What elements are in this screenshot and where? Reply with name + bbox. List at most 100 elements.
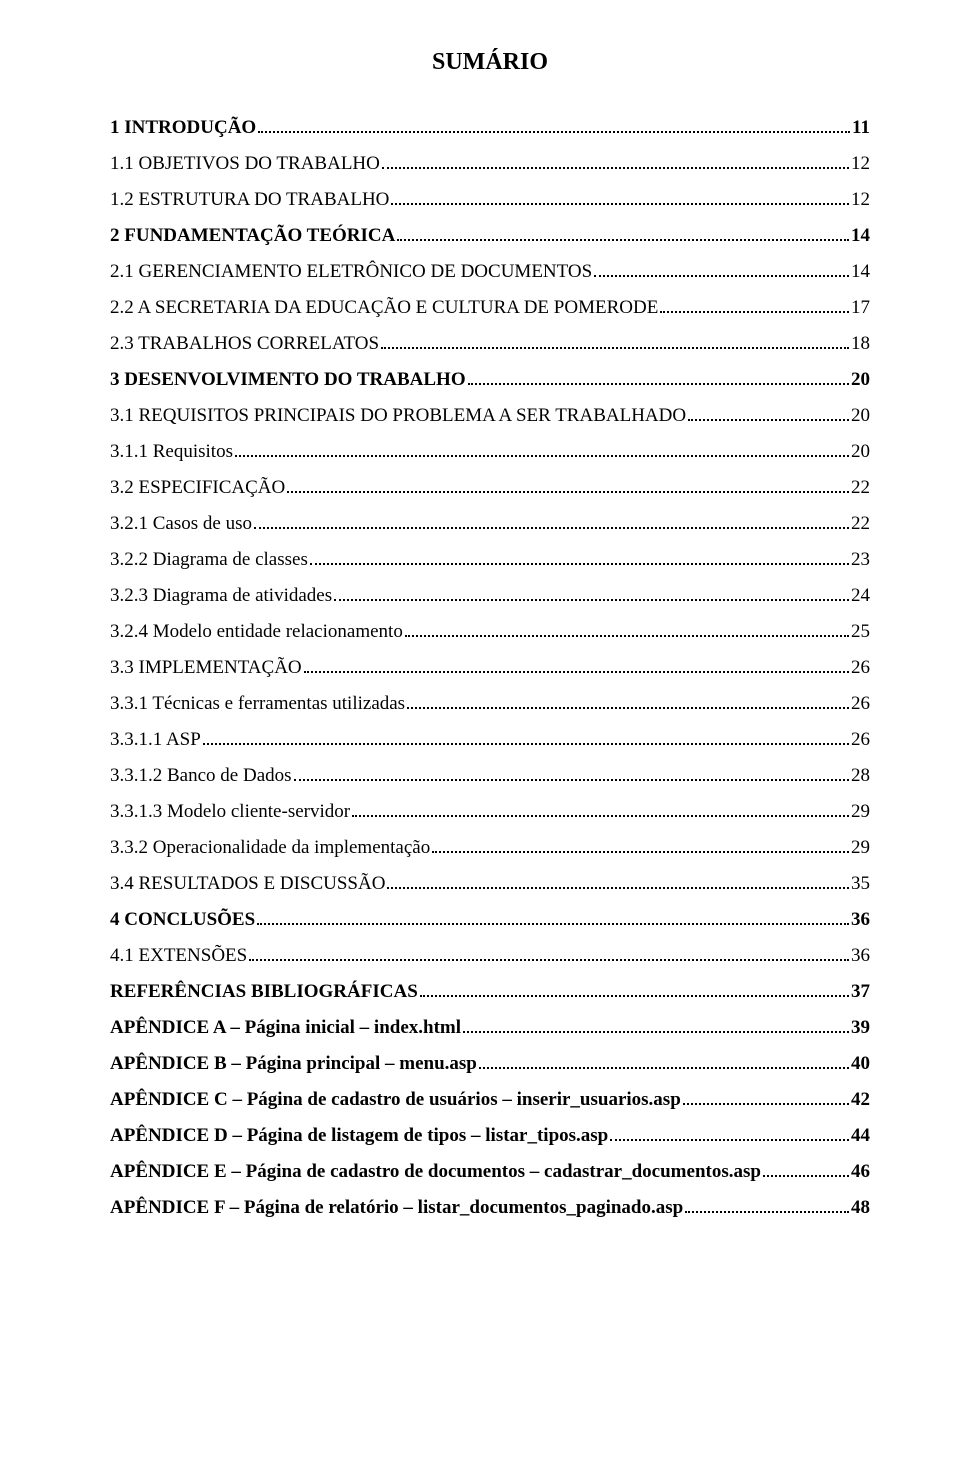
toc-entry-page: 14 xyxy=(851,226,870,245)
toc-entry-page: 20 xyxy=(851,442,870,461)
toc-row: 3 DESENVOLVIMENTO DO TRABALHO 20 xyxy=(110,370,870,389)
toc-entry-label: 3.1.1 Requisitos xyxy=(110,442,233,461)
toc-entry-page: 11 xyxy=(852,118,870,137)
toc-entry-page: 42 xyxy=(851,1090,870,1109)
toc-row: APÊNDICE D – Página de listagem de tipos… xyxy=(110,1126,870,1145)
toc-entry-page: 26 xyxy=(851,694,870,713)
toc-entry-page: 44 xyxy=(851,1126,870,1145)
toc-leader-dots xyxy=(683,1096,849,1106)
toc-entry-label: REFERÊNCIAS BIBLIOGRÁFICAS xyxy=(110,982,418,1001)
toc-row: 1.1 OBJETIVOS DO TRABALHO 12 xyxy=(110,154,870,173)
toc-row: 4.1 EXTENSÕES 36 xyxy=(110,946,870,965)
toc-row: APÊNDICE E – Página de cadastro de docum… xyxy=(110,1162,870,1181)
toc-row: 3.2.3 Diagrama de atividades24 xyxy=(110,586,870,605)
table-of-contents: 1 INTRODUÇÃO111.1 OBJETIVOS DO TRABALHO1… xyxy=(110,118,870,1217)
toc-row: 3.2.4 Modelo entidade relacionamento 25 xyxy=(110,622,870,641)
toc-row: REFERÊNCIAS BIBLIOGRÁFICAS 37 xyxy=(110,982,870,1001)
toc-entry-label: 1.1 OBJETIVOS DO TRABALHO xyxy=(110,154,380,173)
toc-entry-label: 3.2 ESPECIFICAÇÃO xyxy=(110,478,285,497)
toc-leader-dots xyxy=(660,304,849,314)
toc-entry-page: 18 xyxy=(851,334,870,353)
toc-leader-dots xyxy=(258,124,850,134)
toc-entry-page: 40 xyxy=(851,1054,870,1073)
toc-entry-page: 26 xyxy=(851,658,870,677)
toc-entry-label: 3.3.1 Técnicas e ferramentas utilizadas xyxy=(110,694,405,713)
toc-row: APÊNDICE A – Página inicial – index.html… xyxy=(110,1018,870,1037)
toc-leader-dots xyxy=(249,952,849,962)
toc-leader-dots xyxy=(420,988,849,998)
toc-entry-label: 1.2 ESTRUTURA DO TRABALHO xyxy=(110,190,389,209)
toc-entry-page: 20 xyxy=(851,370,870,389)
toc-entry-label: 2.3 TRABALHOS CORRELATOS xyxy=(110,334,379,353)
toc-entry-label: 2 FUNDAMENTAÇÃO TEÓRICA xyxy=(110,226,395,245)
toc-entry-label: 3.2.4 Modelo entidade relacionamento xyxy=(110,622,403,641)
toc-leader-dots xyxy=(594,268,849,278)
toc-row: APÊNDICE F – Página de relatório – lista… xyxy=(110,1198,870,1217)
toc-row: 2.3 TRABALHOS CORRELATOS 18 xyxy=(110,334,870,353)
toc-entry-page: 39 xyxy=(851,1018,870,1037)
toc-leader-dots xyxy=(407,700,849,710)
toc-entry-page: 28 xyxy=(851,766,870,785)
toc-leader-dots xyxy=(468,376,849,386)
toc-leader-dots xyxy=(287,484,849,494)
toc-row: 2 FUNDAMENTAÇÃO TEÓRICA 14 xyxy=(110,226,870,245)
toc-leader-dots xyxy=(479,1060,849,1070)
toc-entry-label: 3 DESENVOLVIMENTO DO TRABALHO xyxy=(110,370,466,389)
toc-entry-label: 3.1 REQUISITOS PRINCIPAIS DO PROBLEMA A … xyxy=(110,406,686,425)
toc-leader-dots xyxy=(381,340,849,350)
toc-entry-page: 26 xyxy=(851,730,870,749)
toc-entry-label: APÊNDICE B – Página principal – menu.asp xyxy=(110,1054,477,1073)
toc-entry-page: 48 xyxy=(851,1198,870,1217)
toc-entry-page: 12 xyxy=(851,190,870,209)
toc-entry-label: 3.3.1.2 Banco de Dados xyxy=(110,766,292,785)
toc-leader-dots xyxy=(397,232,849,242)
toc-row: 1.2 ESTRUTURA DO TRABALHO 12 xyxy=(110,190,870,209)
toc-leader-dots xyxy=(352,808,849,818)
toc-entry-page: 22 xyxy=(851,514,870,533)
toc-entry-label: 3.3.1.3 Modelo cliente-servidor xyxy=(110,802,350,821)
toc-leader-dots xyxy=(610,1132,849,1142)
toc-entry-page: 35 xyxy=(851,874,870,893)
toc-entry-label: 4.1 EXTENSÕES xyxy=(110,946,247,965)
toc-row: 3.3.1 Técnicas e ferramentas utilizadas 2… xyxy=(110,694,870,713)
toc-entry-page: 17 xyxy=(851,298,870,317)
toc-entry-page: 36 xyxy=(851,910,870,929)
toc-row: 3.1.1 Requisitos 20 xyxy=(110,442,870,461)
toc-entry-label: 3.2.3 Diagrama de atividades xyxy=(110,586,332,605)
toc-row: 4 CONCLUSÕES 36 xyxy=(110,910,870,929)
toc-row: APÊNDICE C – Página de cadastro de usuár… xyxy=(110,1090,870,1109)
toc-entry-label: APÊNDICE A – Página inicial – index.html xyxy=(110,1018,461,1037)
toc-entry-label: 3.3.1.1 ASP xyxy=(110,730,201,749)
toc-entry-label: 2.2 A SECRETARIA DA EDUCAÇÃO E CULTURA D… xyxy=(110,298,658,317)
toc-row: 3.3.2 Operacionalidade da implementação2… xyxy=(110,838,870,857)
toc-leader-dots xyxy=(334,592,849,602)
toc-entry-label: 1 INTRODUÇÃO xyxy=(110,118,256,137)
toc-leader-dots xyxy=(463,1024,849,1034)
toc-row: 3.3.1.2 Banco de Dados 28 xyxy=(110,766,870,785)
toc-row: 3.3.1.1 ASP 26 xyxy=(110,730,870,749)
toc-entry-page: 25 xyxy=(851,622,870,641)
page-title: SUMÁRIO xyxy=(110,50,870,74)
toc-leader-dots xyxy=(763,1168,849,1178)
toc-entry-label: 3.2.2 Diagrama de classes xyxy=(110,550,308,569)
toc-row: 2.1 GERENCIAMENTO ELETRÔNICO DE DOCUMENT… xyxy=(110,262,870,281)
toc-leader-dots xyxy=(235,448,849,458)
toc-entry-page: 20 xyxy=(851,406,870,425)
toc-row: 3.2.2 Diagrama de classes 23 xyxy=(110,550,870,569)
toc-leader-dots xyxy=(304,664,849,674)
toc-leader-dots xyxy=(685,1204,849,1214)
toc-entry-label: APÊNDICE F – Página de relatório – lista… xyxy=(110,1198,683,1217)
toc-leader-dots xyxy=(254,520,849,530)
toc-entry-label: 4 CONCLUSÕES xyxy=(110,910,255,929)
toc-leader-dots xyxy=(391,196,849,206)
toc-entry-page: 37 xyxy=(851,982,870,1001)
toc-row: 3.2.1 Casos de uso22 xyxy=(110,514,870,533)
toc-entry-label: APÊNDICE C – Página de cadastro de usuár… xyxy=(110,1090,681,1109)
toc-entry-page: 29 xyxy=(851,838,870,857)
toc-entry-page: 12 xyxy=(851,154,870,173)
toc-entry-page: 23 xyxy=(851,550,870,569)
toc-leader-dots xyxy=(382,160,849,170)
toc-leader-dots xyxy=(405,628,849,638)
toc-entry-page: 14 xyxy=(851,262,870,281)
toc-entry-page: 36 xyxy=(851,946,870,965)
